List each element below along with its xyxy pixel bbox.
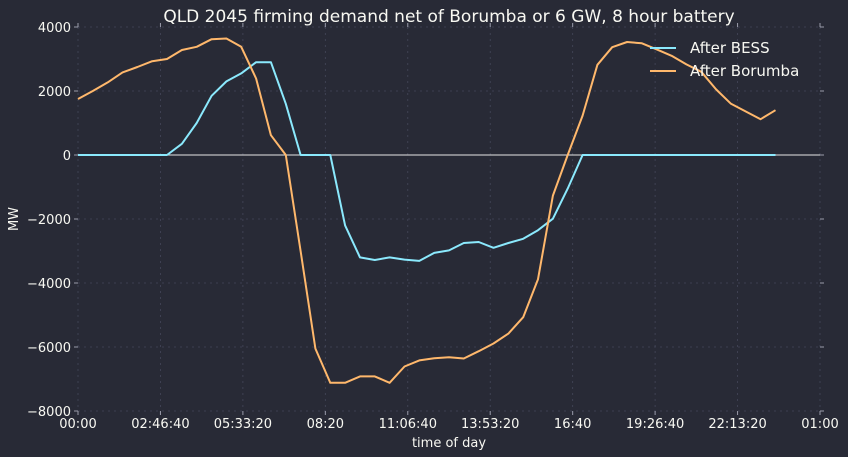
chart-title: QLD 2045 firming demand net of Borumba o… <box>163 7 734 27</box>
y-axis-label: MW <box>7 207 22 231</box>
x-tick-label: 13:53:20 <box>461 417 519 432</box>
series-line-after-borumba <box>77 37 777 384</box>
legend-label: After Borumba <box>690 62 799 80</box>
y-tick-label: 4000 <box>38 21 71 36</box>
legend: After BESS After Borumba <box>650 39 799 80</box>
x-tick-label: 01:00 <box>801 417 838 432</box>
x-axis-label: time of day <box>412 436 486 451</box>
x-tick-label: 02:46:40 <box>131 417 189 432</box>
axis-ticks: 00:00 02:46:40 05:33:20 08:20 11:06:40 13:53:… <box>27 21 839 432</box>
y-tick-label: −4000 <box>27 277 71 292</box>
y-tick-label: −8000 <box>27 405 71 420</box>
series-lines <box>77 37 777 384</box>
y-tick-label: −2000 <box>27 213 71 228</box>
x-tick-label: 00:00 <box>59 417 96 432</box>
y-tick-label: 0 <box>63 149 71 164</box>
series-line-after-bess <box>78 61 776 262</box>
y-tick-label: 2000 <box>38 85 71 100</box>
x-tick-label: 11:06:40 <box>379 417 437 432</box>
x-tick-label: 16:40 <box>554 417 591 432</box>
y-tick-label: −6000 <box>27 341 71 356</box>
legend-label: After BESS <box>690 39 770 57</box>
x-tick-label: 05:33:20 <box>214 417 272 432</box>
x-tick-label: 08:20 <box>307 417 344 432</box>
x-tick-label: 22:13:20 <box>708 417 766 432</box>
x-tick-label: 19:26:40 <box>626 417 684 432</box>
grid <box>77 26 821 412</box>
